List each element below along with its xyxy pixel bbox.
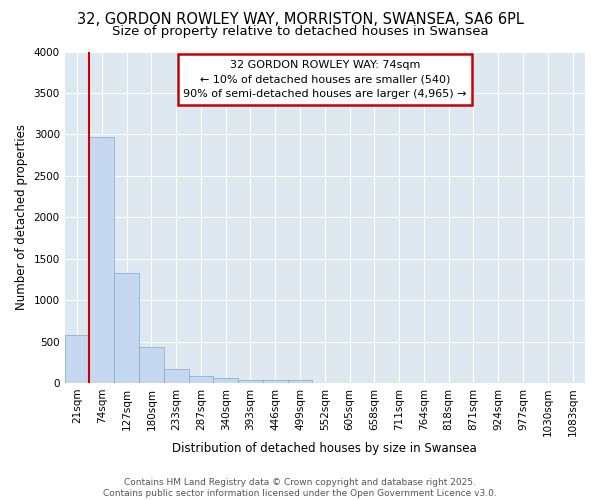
Bar bbox=[214, 378, 238, 383]
Text: Size of property relative to detached houses in Swansea: Size of property relative to detached ho… bbox=[112, 25, 488, 38]
Y-axis label: Number of detached properties: Number of detached properties bbox=[15, 124, 28, 310]
Bar bbox=[263, 380, 287, 383]
Bar bbox=[65, 335, 89, 383]
Bar bbox=[188, 376, 214, 383]
X-axis label: Distribution of detached houses by size in Swansea: Distribution of detached houses by size … bbox=[172, 442, 477, 455]
Bar bbox=[164, 369, 188, 383]
Bar bbox=[139, 348, 164, 383]
Text: 32 GORDON ROWLEY WAY: 74sqm
← 10% of detached houses are smaller (540)
90% of se: 32 GORDON ROWLEY WAY: 74sqm ← 10% of det… bbox=[183, 60, 467, 100]
Bar bbox=[238, 380, 263, 383]
Bar bbox=[114, 272, 139, 383]
Text: 32, GORDON ROWLEY WAY, MORRISTON, SWANSEA, SA6 6PL: 32, GORDON ROWLEY WAY, MORRISTON, SWANSE… bbox=[77, 12, 523, 28]
Text: Contains HM Land Registry data © Crown copyright and database right 2025.
Contai: Contains HM Land Registry data © Crown c… bbox=[103, 478, 497, 498]
Bar bbox=[89, 137, 114, 383]
Bar bbox=[287, 380, 313, 383]
